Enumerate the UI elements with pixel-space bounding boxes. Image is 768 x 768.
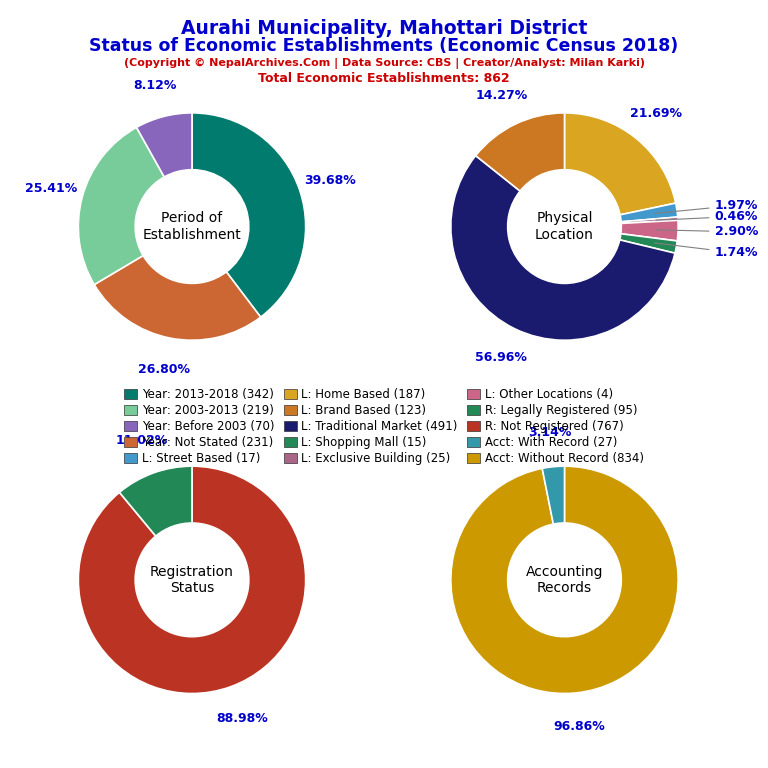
- Text: Period of
Establishment: Period of Establishment: [143, 211, 241, 242]
- Text: 3.14%: 3.14%: [528, 426, 571, 439]
- Wedge shape: [451, 156, 675, 340]
- Text: 1.74%: 1.74%: [654, 243, 758, 260]
- Wedge shape: [451, 466, 678, 694]
- Wedge shape: [620, 233, 677, 253]
- Text: 14.27%: 14.27%: [475, 89, 528, 102]
- Text: Physical
Location: Physical Location: [535, 211, 594, 242]
- Text: 26.80%: 26.80%: [138, 362, 190, 376]
- Wedge shape: [542, 466, 564, 524]
- Wedge shape: [78, 466, 306, 694]
- Text: 8.12%: 8.12%: [134, 79, 177, 92]
- Text: 0.46%: 0.46%: [656, 210, 758, 223]
- Text: Status of Economic Establishments (Economic Census 2018): Status of Economic Establishments (Econo…: [89, 37, 679, 55]
- Wedge shape: [137, 113, 192, 177]
- Text: 88.98%: 88.98%: [217, 713, 268, 725]
- Text: 2.90%: 2.90%: [656, 225, 758, 238]
- Text: 21.69%: 21.69%: [630, 107, 682, 120]
- Text: 39.68%: 39.68%: [304, 174, 356, 187]
- Text: Total Economic Establishments: 862: Total Economic Establishments: 862: [258, 72, 510, 85]
- Text: (Copyright © NepalArchives.Com | Data Source: CBS | Creator/Analyst: Milan Karki: (Copyright © NepalArchives.Com | Data So…: [124, 58, 644, 69]
- Wedge shape: [621, 217, 678, 223]
- Wedge shape: [621, 220, 678, 241]
- Wedge shape: [192, 113, 306, 317]
- Text: 56.96%: 56.96%: [475, 351, 526, 364]
- Wedge shape: [475, 113, 564, 191]
- Text: 1.97%: 1.97%: [655, 199, 758, 214]
- Wedge shape: [94, 256, 260, 340]
- Text: Accounting
Records: Accounting Records: [526, 564, 603, 595]
- Wedge shape: [564, 113, 676, 215]
- Legend: Year: 2013-2018 (342), Year: 2003-2013 (219), Year: Before 2003 (70), Year: Not : Year: 2013-2018 (342), Year: 2003-2013 (…: [121, 386, 647, 468]
- Text: 96.86%: 96.86%: [553, 720, 605, 733]
- Text: 11.02%: 11.02%: [116, 435, 168, 447]
- Text: Registration
Status: Registration Status: [150, 564, 234, 595]
- Wedge shape: [620, 203, 677, 222]
- Text: 25.41%: 25.41%: [25, 182, 78, 195]
- Wedge shape: [120, 466, 192, 536]
- Text: Aurahi Municipality, Mahottari District: Aurahi Municipality, Mahottari District: [180, 19, 588, 38]
- Wedge shape: [78, 127, 164, 285]
